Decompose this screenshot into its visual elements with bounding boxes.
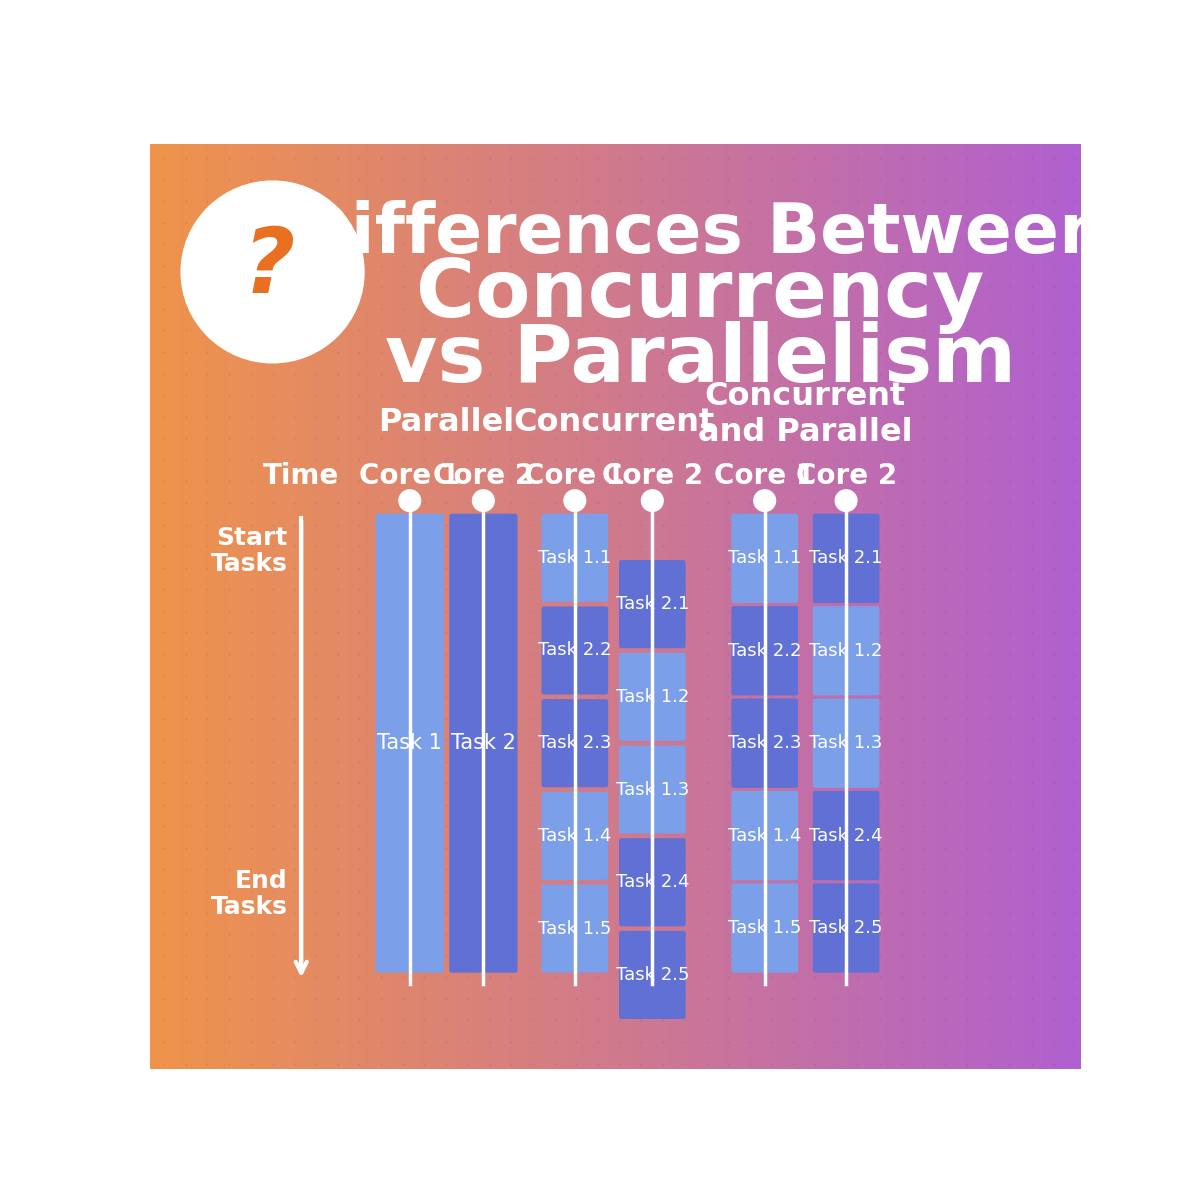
- Text: Concurrency: Concurrency: [417, 256, 985, 334]
- FancyBboxPatch shape: [619, 931, 686, 1018]
- FancyBboxPatch shape: [619, 746, 686, 833]
- Text: vs Parallelism: vs Parallelism: [384, 322, 1016, 400]
- FancyBboxPatch shape: [619, 838, 686, 926]
- Text: Core 2: Core 2: [602, 462, 703, 490]
- Text: Task 1.5: Task 1.5: [538, 920, 611, 938]
- FancyBboxPatch shape: [731, 791, 797, 880]
- Text: Task 2.5: Task 2.5: [616, 966, 689, 984]
- Text: End
Tasks: End Tasks: [210, 868, 287, 919]
- Text: Task 1.5: Task 1.5: [728, 919, 801, 937]
- Text: Time: Time: [263, 462, 340, 490]
- Text: Task 2.5: Task 2.5: [809, 919, 883, 937]
- Text: Task 1.4: Task 1.4: [728, 826, 801, 844]
- Circle shape: [472, 490, 495, 512]
- Text: Task 1.2: Task 1.2: [616, 688, 689, 706]
- Text: Task 1.4: Task 1.4: [538, 826, 611, 844]
- Circle shape: [399, 490, 420, 512]
- FancyBboxPatch shape: [731, 883, 797, 973]
- Text: Task 1.3: Task 1.3: [809, 734, 883, 752]
- FancyBboxPatch shape: [813, 791, 879, 880]
- FancyBboxPatch shape: [376, 514, 444, 973]
- Text: Start
Tasks: Start Tasks: [210, 526, 287, 576]
- Text: Task 1.1: Task 1.1: [728, 549, 801, 567]
- Text: Core 2: Core 2: [432, 462, 534, 490]
- Text: Task 1: Task 1: [377, 733, 442, 753]
- FancyBboxPatch shape: [619, 653, 686, 741]
- Circle shape: [754, 490, 776, 512]
- FancyBboxPatch shape: [542, 885, 608, 973]
- FancyBboxPatch shape: [449, 514, 518, 973]
- FancyBboxPatch shape: [542, 514, 608, 602]
- Text: Task 1.3: Task 1.3: [616, 781, 689, 799]
- FancyBboxPatch shape: [813, 607, 879, 695]
- Text: Core 1: Core 1: [359, 462, 460, 490]
- Text: Task 2.4: Task 2.4: [809, 826, 883, 844]
- FancyBboxPatch shape: [731, 607, 797, 695]
- Text: Core 1: Core 1: [715, 462, 815, 490]
- Text: Task 2.1: Task 2.1: [616, 596, 689, 614]
- FancyBboxPatch shape: [731, 514, 797, 603]
- Text: Task 2: Task 2: [450, 733, 515, 753]
- FancyBboxPatch shape: [731, 699, 797, 788]
- Text: Differences Between: Differences Between: [293, 199, 1109, 267]
- Circle shape: [641, 490, 663, 512]
- Text: Task 2.2: Task 2.2: [728, 641, 801, 659]
- Text: Core 2: Core 2: [795, 462, 897, 490]
- FancyBboxPatch shape: [542, 791, 608, 880]
- Text: Task 2.4: Task 2.4: [616, 873, 689, 891]
- FancyBboxPatch shape: [813, 883, 879, 973]
- Text: Task 2.1: Task 2.1: [809, 549, 883, 567]
- Text: Task 1.1: Task 1.1: [538, 549, 611, 567]
- Circle shape: [181, 181, 364, 363]
- FancyBboxPatch shape: [813, 514, 879, 603]
- FancyBboxPatch shape: [619, 560, 686, 649]
- FancyBboxPatch shape: [542, 699, 608, 787]
- Circle shape: [564, 490, 586, 512]
- Text: Concurrent
and Parallel: Concurrent and Parallel: [698, 381, 913, 448]
- FancyBboxPatch shape: [542, 607, 608, 694]
- Text: Concurrent: Concurrent: [513, 407, 715, 437]
- Text: Parallel: Parallel: [378, 407, 515, 437]
- FancyBboxPatch shape: [813, 699, 879, 788]
- Text: Task 2.2: Task 2.2: [538, 641, 611, 659]
- Text: ?: ?: [243, 225, 295, 312]
- Circle shape: [835, 490, 858, 512]
- Text: Task 2.3: Task 2.3: [538, 734, 611, 752]
- Text: Core 1: Core 1: [525, 462, 626, 490]
- Text: Task 2.3: Task 2.3: [728, 734, 801, 752]
- Text: Task 1.2: Task 1.2: [809, 641, 883, 659]
